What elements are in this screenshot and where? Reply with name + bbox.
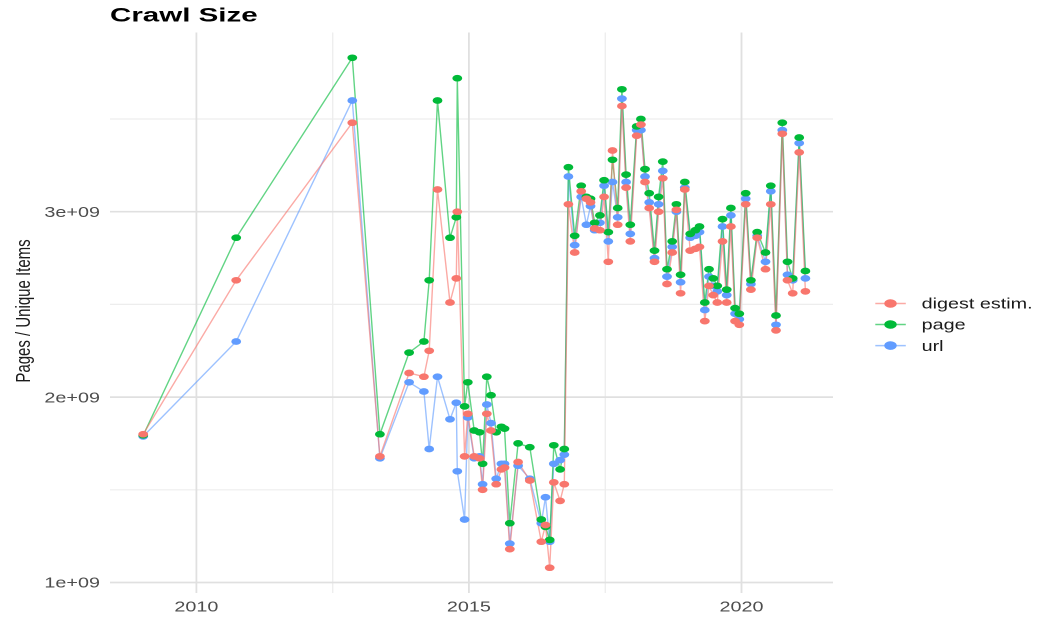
svg-text:2015: 2015 <box>447 598 491 615</box>
svg-text:2020: 2020 <box>719 598 763 615</box>
svg-text:page: page <box>922 316 966 333</box>
svg-text:url: url <box>922 337 944 354</box>
svg-text:2010: 2010 <box>174 598 218 615</box>
svg-text:digest estim.: digest estim. <box>922 295 1033 312</box>
svg-text:3e+09: 3e+09 <box>44 203 100 220</box>
svg-text:1e+09: 1e+09 <box>44 574 100 591</box>
svg-text:Pages / Unique Items: Pages / Unique Items <box>12 239 35 382</box>
svg-text:2e+09: 2e+09 <box>44 389 100 406</box>
svg-text:Crawl Size: Crawl Size <box>110 4 258 26</box>
